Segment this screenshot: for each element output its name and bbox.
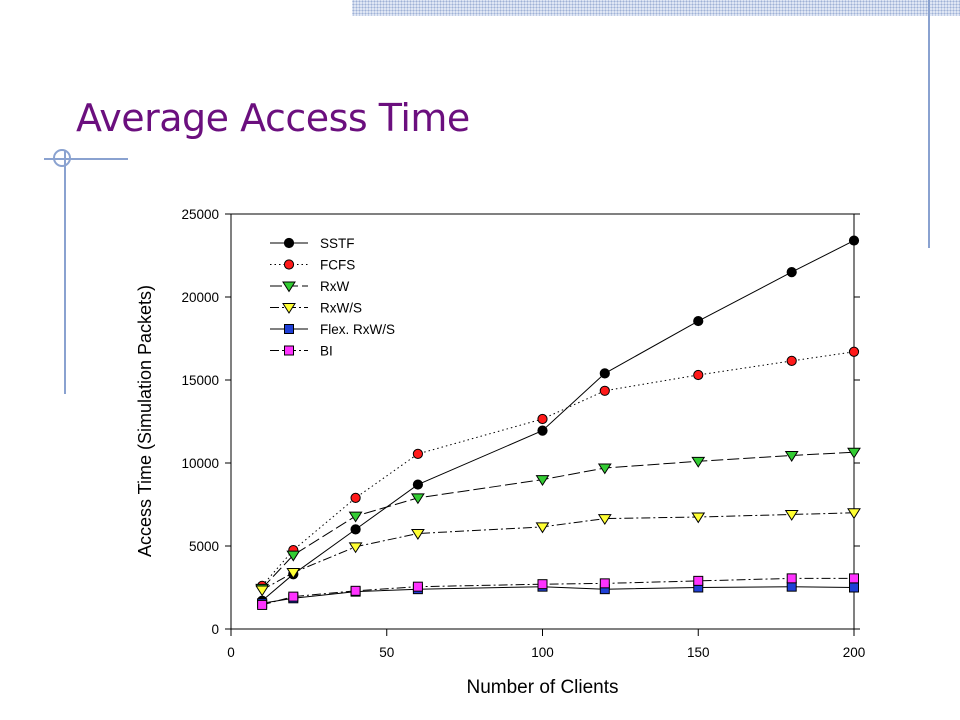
data-point-4 [849,582,859,593]
data-point-5 [849,573,859,584]
decorative-circle [53,149,71,167]
data-point-2 [348,511,363,523]
data-point-2 [691,456,706,468]
data-point-1 [693,369,704,381]
data-point-1 [537,413,548,425]
data-point-3 [255,585,270,597]
y-tick-label: 15000 [181,373,219,388]
legend-marker [282,303,296,314]
data-point-2 [286,550,301,562]
y-tick-label: 10000 [181,456,219,471]
data-point-3 [847,508,861,520]
y-tick-label: 25000 [181,207,219,222]
legend: SSTF FCFS RxW RxW/S Flex. RxW/S BI [262,230,395,360]
data-point-3 [410,529,425,540]
data-point-1 [350,492,361,503]
legend-label: RxW/S [320,301,362,316]
slide-title: Average Access Time [76,96,470,140]
data-point-5 [537,579,548,590]
data-point-0 [848,235,860,246]
data-point-2 [410,493,425,505]
data-point-0 [693,315,704,327]
legend-marker [284,345,294,356]
legend-marker [283,237,295,249]
data-point-5 [693,575,704,586]
data-point-0 [412,479,423,490]
header-decoration-band [352,0,960,16]
data-point-2 [597,463,612,475]
data-point-3 [286,568,301,579]
x-tick-label: 200 [843,645,866,660]
decorative-horizontal-line [44,158,128,160]
y-axis-label: Access Time (Simulation Packets) [135,285,155,557]
data-point-5 [257,599,268,610]
decorative-vertical-line [928,0,930,248]
x-tick-label: 0 [227,645,235,660]
data-point-3 [597,514,612,526]
decorative-vertical-line [64,150,66,394]
data-point-3 [784,509,799,521]
legend-box [262,230,392,360]
y-tick-label: 5000 [189,539,219,554]
data-point-5 [599,578,610,589]
data-point-1 [786,355,797,367]
legend-marker [282,281,296,293]
x-tick-label: 50 [379,645,394,660]
data-point-1 [412,448,423,459]
data-point-1 [599,385,610,396]
data-point-3 [535,522,550,534]
data-point-5 [350,585,361,596]
legend-label: SSTF [320,236,355,251]
data-point-2 [784,451,799,462]
x-axis-label: Number of Clients [466,677,618,698]
axis-ticks: 0 5000 10000 15000 20000 25000 0 50 100 150 200 [181,207,865,660]
data-point-5 [786,573,797,584]
x-tick-label: 150 [687,645,710,660]
legend-label: Flex. RxW/S [320,322,395,337]
data-point-0 [350,524,361,535]
data-point-0 [537,425,548,436]
legend-marker [284,324,294,334]
data-point-5 [288,591,299,602]
y-tick-label: 20000 [181,290,219,305]
data-point-5 [412,581,423,592]
series-line-5 [261,577,854,606]
data-point-3 [691,512,706,524]
legend-label: BI [320,344,333,359]
y-tick-label: 0 [211,622,219,637]
legend-marker [283,259,295,270]
data-point-0 [786,267,797,278]
data-point-3 [348,542,363,554]
series-markers [255,235,861,610]
legend-label: FCFS [320,258,355,273]
x-tick-label: 100 [531,645,554,660]
data-point-2 [847,447,861,459]
data-point-4 [786,581,797,592]
data-point-2 [535,475,550,487]
data-point-0 [599,368,610,379]
legend-label: RxW [320,279,349,294]
data-point-1 [848,346,860,357]
